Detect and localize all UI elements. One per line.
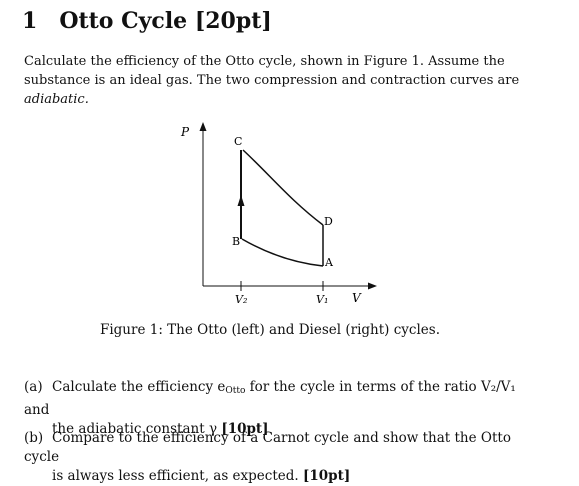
point-label-d: D: [324, 215, 333, 228]
axis-label-v: V: [352, 291, 362, 305]
part-a-line1-rest: for the cycle in terms of the ratio V₂/V…: [24, 379, 516, 418]
p-axis-arrow: [199, 122, 207, 131]
part-b-label: (b): [24, 430, 44, 446]
tick-label-v1: V₁: [316, 293, 328, 306]
part-a-line2: the adiabatic constant γ: [52, 421, 218, 437]
part-b: (b) Compare to the efficiency of a Carnot…: [24, 429, 534, 486]
tick-label-v2: V₂: [235, 293, 247, 306]
point-label-b: B: [232, 235, 240, 248]
part-a-line1: Calculate the efficiency e: [52, 379, 226, 395]
part-b-line1: Compare to the efficiency of a Carnot cy…: [24, 430, 511, 465]
adiabat-c-d: [242, 149, 324, 226]
adiabat-a-b: [241, 238, 324, 267]
part-a-label: (a): [24, 379, 43, 395]
intro-paragraph: Calculate the efficiency of the Otto cyc…: [24, 52, 544, 109]
part-b-points: [10pt]: [302, 468, 351, 484]
part-a-points: [10pt]: [221, 421, 269, 437]
axis-label-p: P: [180, 125, 190, 139]
figure-caption: Figure 1: The Otto (left) and Diesel (ri…: [99, 322, 441, 338]
part-a-subscript: Otto: [225, 386, 246, 396]
b-c-arrow: [237, 195, 245, 206]
intro-text: Calculate the efficiency of the Otto cyc…: [24, 54, 520, 88]
part-a: (a) Calculate the efficiency eOtto for th…: [24, 378, 534, 439]
section-number: 1: [22, 8, 38, 34]
section-heading: 1 Otto Cycle [20pt]: [22, 8, 272, 34]
point-label-c: C: [234, 135, 242, 148]
part-b-line2: is always less efficient, as expected.: [52, 468, 299, 484]
section-title: Otto Cycle [20pt]: [59, 8, 272, 34]
v-axis-arrow: [368, 282, 377, 290]
point-label-a: A: [324, 256, 334, 269]
intro-emphasis: adiabatic.: [24, 92, 89, 107]
